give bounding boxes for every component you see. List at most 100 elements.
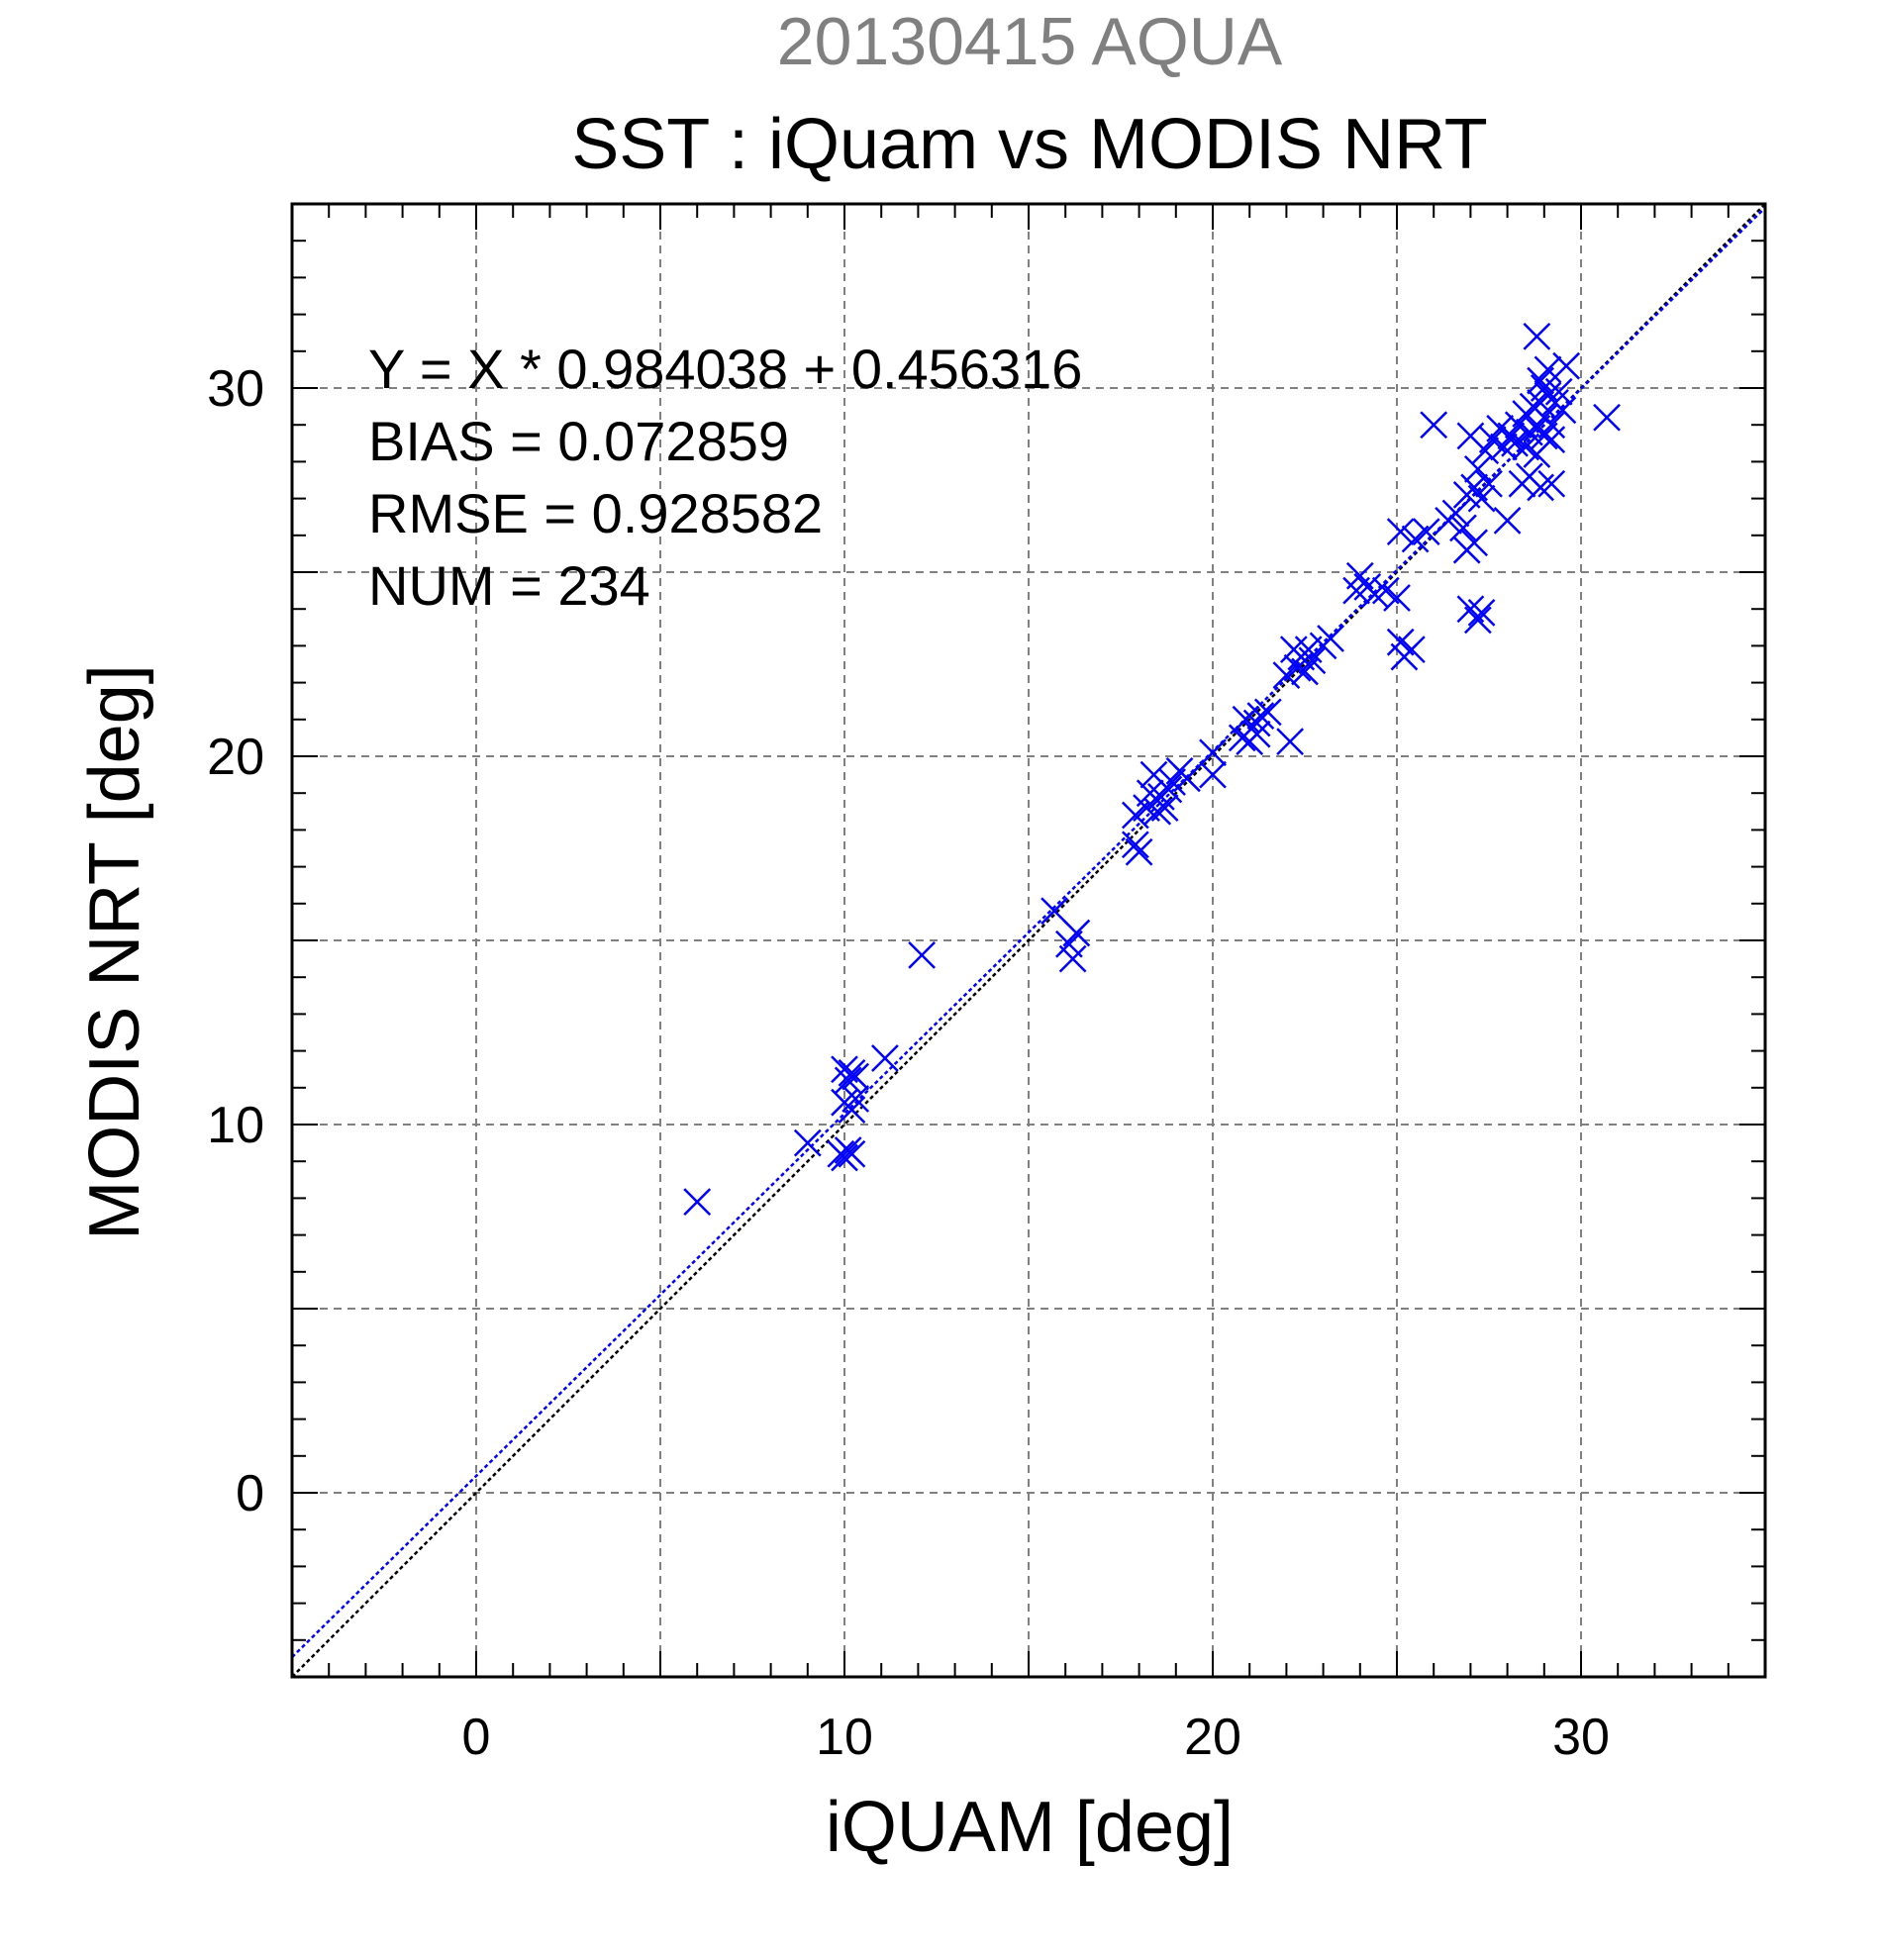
data-point	[1441, 499, 1470, 528]
chart-title: SST : iQuam vs MODIS NRT	[571, 105, 1488, 184]
data-point-stroke	[1125, 837, 1153, 866]
data-point-stroke	[1291, 657, 1319, 686]
data-point	[1475, 469, 1503, 498]
data-point	[1360, 580, 1389, 609]
data-point	[1173, 764, 1201, 793]
data-point	[1199, 760, 1227, 789]
data-point-stroke	[1136, 779, 1164, 808]
data-point-stroke	[1371, 576, 1400, 605]
data-point	[1279, 636, 1308, 664]
data-point	[1530, 374, 1558, 402]
data-point-stroke	[1527, 473, 1554, 502]
data-point-stroke	[1173, 764, 1201, 793]
data-point	[838, 1139, 866, 1168]
data-point-stroke	[793, 1128, 822, 1157]
data-point-stroke	[1283, 653, 1312, 682]
data-point-stroke	[1537, 469, 1566, 498]
data-point-stroke	[1154, 775, 1183, 804]
data-point	[1383, 584, 1411, 612]
data-point	[793, 1128, 822, 1157]
data-point-stroke	[834, 1066, 862, 1095]
num-stat: NUM = 234	[368, 554, 650, 617]
data-point-stroke	[871, 1044, 899, 1072]
data-points	[683, 323, 1621, 1217]
x-tick-label: 10	[816, 1709, 873, 1766]
data-point	[1125, 837, 1153, 866]
data-point	[1493, 507, 1522, 535]
data-point	[1467, 599, 1496, 627]
data-point	[1537, 469, 1566, 498]
data-point-stroke	[1040, 897, 1068, 926]
data-point-stroke	[1199, 760, 1227, 789]
data-point	[1276, 728, 1305, 756]
data-point-stroke	[1456, 595, 1485, 624]
data-point	[834, 1066, 862, 1095]
data-point-stroke	[1062, 919, 1091, 947]
data-point	[1460, 529, 1489, 557]
data-point-stroke	[1345, 561, 1374, 590]
data-point-stroke	[1501, 429, 1529, 457]
data-point	[1283, 653, 1312, 682]
data-point-stroke	[1242, 720, 1271, 748]
x-tick-label: 0	[462, 1709, 491, 1766]
y-tick-label: 20	[207, 729, 264, 786]
data-point-stroke	[908, 940, 937, 969]
data-point	[1456, 422, 1485, 450]
data-point	[1397, 636, 1426, 664]
data-point	[1317, 625, 1344, 652]
data-point-stroke	[842, 1085, 870, 1113]
data-point-stroke	[1467, 484, 1496, 513]
x-tick-label: 30	[1552, 1709, 1610, 1766]
fit-equation: Y = X * 0.984038 + 0.456316	[368, 338, 1082, 400]
data-point-stroke	[1463, 606, 1492, 635]
data-point-stroke	[1386, 628, 1415, 656]
data-point-stroke	[1383, 584, 1411, 612]
data-point	[1548, 396, 1577, 425]
data-point	[908, 940, 937, 969]
chart-supertitle: 20130415 AQUA	[777, 4, 1283, 79]
data-point	[1062, 919, 1091, 947]
x-tick-label: 20	[1184, 1709, 1241, 1766]
data-point-stroke	[1246, 702, 1275, 730]
data-point	[1463, 606, 1492, 635]
y-axis-label: MODIS NRT [deg]	[75, 664, 154, 1240]
data-point-stroke	[1317, 625, 1344, 652]
data-point-stroke	[1276, 728, 1305, 756]
y-tick-label: 30	[207, 360, 264, 418]
data-point	[1242, 709, 1271, 737]
data-point-stroke	[1463, 454, 1492, 483]
data-point-stroke	[1530, 422, 1558, 450]
data-point	[1420, 411, 1448, 440]
data-point-stroke	[1397, 636, 1426, 664]
data-point-stroke	[1139, 760, 1168, 789]
data-point-stroke	[1512, 433, 1540, 461]
data-point-stroke	[1456, 422, 1485, 450]
data-point-stroke	[838, 1139, 866, 1168]
data-point-stroke	[1360, 580, 1389, 609]
data-point	[1412, 518, 1440, 545]
data-point	[1501, 429, 1529, 457]
data-point	[1449, 514, 1477, 542]
data-point-stroke	[1534, 355, 1562, 384]
data-point-stroke	[1121, 831, 1149, 859]
data-point-stroke	[838, 1096, 866, 1125]
data-point-stroke	[1493, 507, 1522, 535]
data-point	[831, 1143, 858, 1172]
data-point-stroke	[1552, 351, 1581, 380]
data-point-stroke	[842, 1062, 870, 1091]
data-point	[1121, 831, 1149, 859]
data-point-stroke	[1467, 599, 1496, 627]
data-point	[1534, 355, 1562, 384]
data-point-stroke	[1544, 377, 1573, 406]
data-point	[842, 1062, 870, 1091]
data-point	[1150, 794, 1179, 822]
data-point	[1154, 775, 1183, 804]
data-point-stroke	[1475, 469, 1503, 498]
data-point	[1040, 897, 1068, 926]
data-point	[1199, 738, 1227, 767]
data-point	[1291, 657, 1319, 686]
data-point	[838, 1096, 866, 1125]
data-point	[1523, 441, 1551, 468]
data-point	[1593, 403, 1621, 432]
